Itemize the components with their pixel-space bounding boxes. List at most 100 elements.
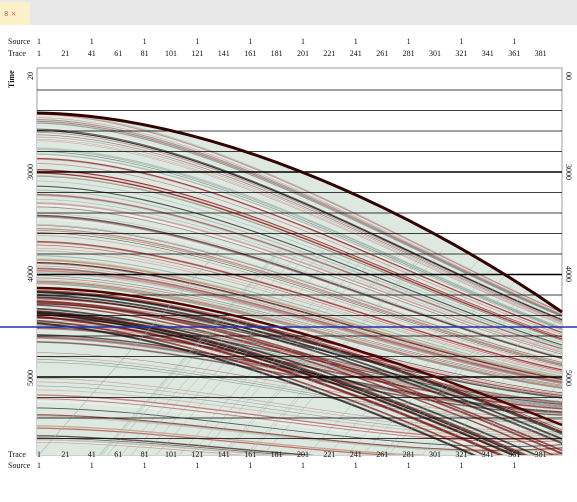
wavelet [37, 437, 562, 455]
footer-trace-tick: 221 [323, 450, 335, 459]
wavelet [37, 322, 562, 455]
wavelet [327, 249, 509, 455]
wavelet [347, 249, 528, 455]
wavelet [465, 249, 562, 455]
wavelet [37, 224, 562, 363]
source-tick: 1 [143, 37, 147, 46]
wavelet [37, 304, 562, 455]
wavelet [37, 394, 562, 441]
wavelet [37, 299, 562, 452]
tab-label[interactable]: 8 × [4, 10, 17, 18]
wavelet [262, 249, 444, 455]
wavelet [223, 249, 405, 455]
footer-trace-tick: 241 [350, 450, 362, 459]
trace-tick: 41 [88, 49, 96, 58]
wavelet [37, 259, 562, 379]
wavelet [37, 359, 562, 424]
wavelet [37, 310, 562, 455]
tab[interactable] [0, 2, 30, 25]
footer-trace-tick: 41 [88, 450, 96, 459]
footer-trace-tick: 201 [297, 450, 309, 459]
wavelet [130, 249, 312, 455]
wavelet [37, 440, 562, 455]
wavelet [37, 258, 562, 379]
wavelet [156, 249, 337, 455]
wavelet [37, 394, 562, 441]
footer-trace-tick: 341 [482, 450, 494, 459]
wavelet [37, 265, 562, 382]
time-label-right: 4000 [564, 266, 573, 282]
wavelet [37, 134, 562, 323]
wavelet [37, 204, 562, 355]
wavelet [106, 249, 288, 455]
wavelet [245, 249, 427, 455]
wavelet [37, 120, 562, 317]
wavelet [495, 249, 562, 455]
footer-trace-tick: 1 [37, 450, 41, 459]
seismic-section [37, 113, 562, 455]
footer-source-tick: 1 [37, 461, 41, 470]
trace-tick: 201 [297, 49, 309, 58]
wavelet [37, 241, 562, 371]
wavelet [37, 117, 562, 315]
trace-tick: 81 [141, 49, 149, 58]
wavelet [37, 307, 562, 455]
wavelet [37, 297, 562, 445]
wavelet [37, 170, 562, 339]
footer-trace-tick: 321 [455, 450, 467, 459]
wavelet [37, 228, 562, 365]
trace-tick: 361 [508, 49, 520, 58]
wavelet [37, 235, 562, 368]
wavelet [37, 147, 562, 329]
wavelet [38, 249, 220, 455]
wavelet [37, 277, 562, 387]
wavelet [37, 155, 562, 333]
time-lines [37, 89, 562, 439]
wavelet [199, 249, 381, 455]
trace-tick: 101 [165, 49, 177, 58]
wavelet [37, 240, 562, 371]
wavelet [248, 249, 430, 455]
footer-trace-tick: 61 [114, 450, 122, 459]
source-tick: 1 [37, 37, 41, 46]
wavelet [37, 131, 562, 322]
wavelet [37, 311, 562, 455]
footer-trace-tick: 381 [535, 450, 547, 459]
reflection [36, 286, 563, 427]
wavelet [99, 249, 281, 455]
wavelet [362, 249, 543, 455]
wavelet [37, 296, 562, 444]
footer-source-tick: 1 [248, 461, 252, 470]
wavelet [37, 427, 562, 455]
wavelet [37, 180, 562, 343]
source-tick: 1 [512, 37, 516, 46]
wavelet [37, 214, 562, 359]
trace-tick: 221 [323, 49, 335, 58]
wavelet [37, 266, 562, 382]
trace-tick: 341 [482, 49, 494, 58]
footer-source-tick: 1 [301, 461, 305, 470]
time-label-left: 20 [26, 72, 35, 80]
wavelet [178, 249, 360, 455]
time-label-left: 3000 [26, 164, 35, 180]
first-break [36, 111, 563, 314]
wavelet [37, 337, 562, 414]
trace-tick: 301 [429, 49, 441, 58]
trace-tick: 121 [191, 49, 203, 58]
footer-source-tick: 1 [354, 461, 358, 470]
footer-trace-tick: 121 [191, 450, 203, 459]
time-label-left: 4000 [26, 266, 35, 282]
wavelet [37, 275, 562, 386]
footer-source-label: Source [8, 461, 31, 470]
source-tick: 1 [195, 37, 199, 46]
wavelet [143, 249, 325, 455]
wavelet [37, 126, 562, 320]
footer-source-tick: 1 [195, 461, 199, 470]
footer-trace-tick: 181 [271, 450, 283, 459]
trace-tick: 21 [61, 49, 69, 58]
source-tick: 1 [90, 37, 94, 46]
footer-trace-tick: 281 [403, 450, 415, 459]
wavelet [37, 439, 562, 455]
footer-source-tick: 1 [90, 461, 94, 470]
